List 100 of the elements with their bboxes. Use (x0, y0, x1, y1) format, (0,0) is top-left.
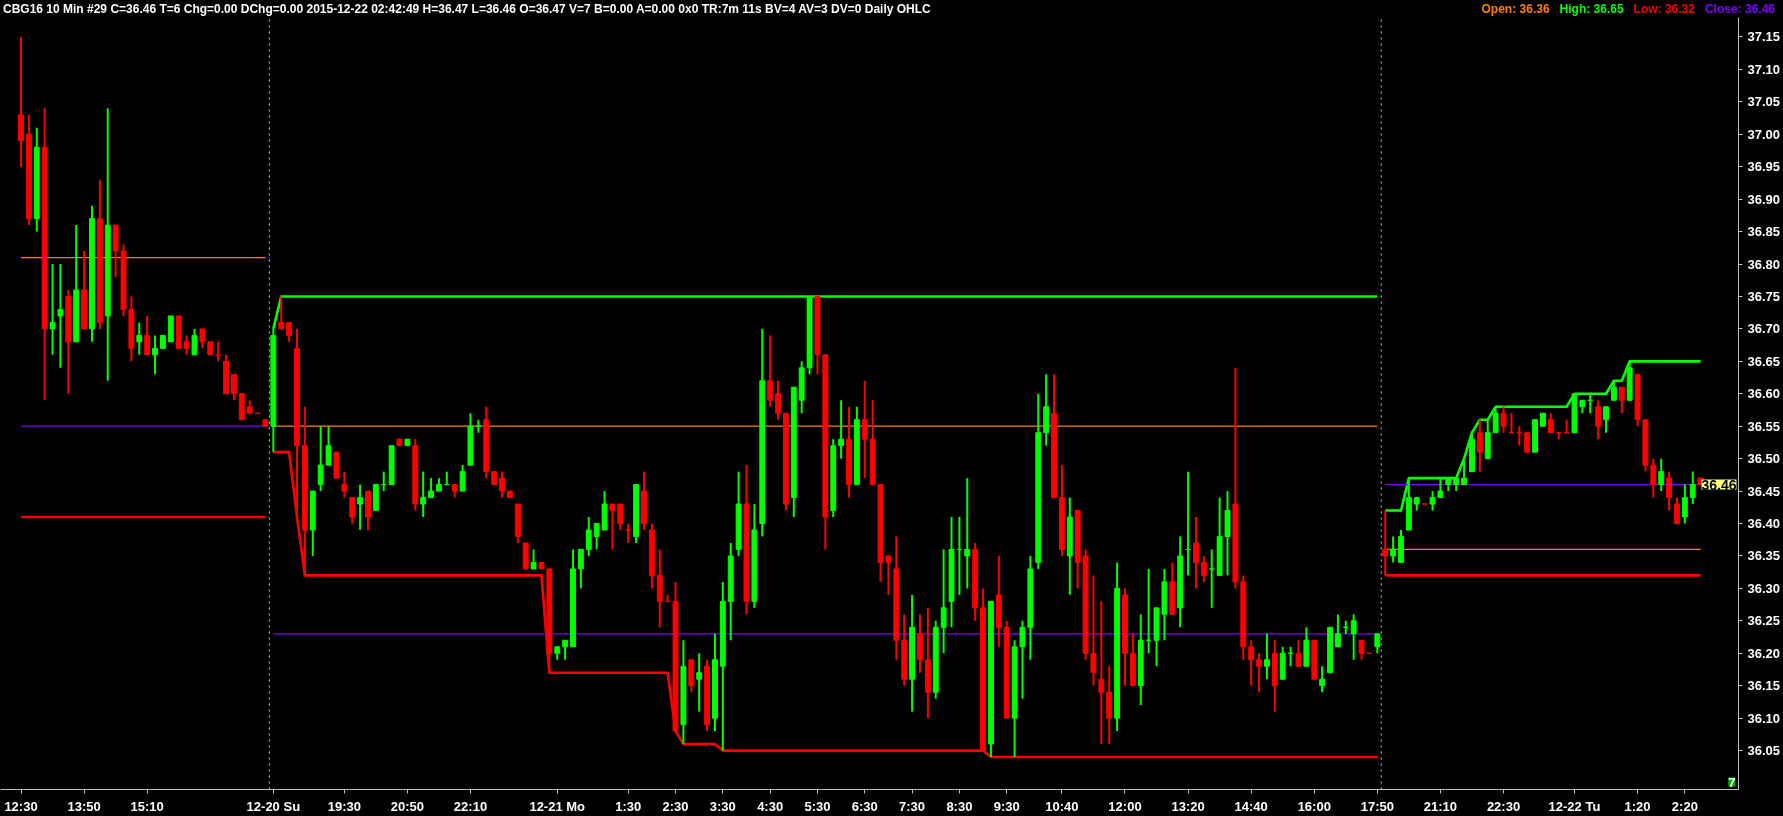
candlestick (428, 477, 434, 499)
y-tick-label: 37.00 (1747, 126, 1781, 142)
candlestick (278, 295, 285, 330)
y-tick-label: 36.85 (1747, 224, 1781, 240)
y-tick-label: 36.15 (1747, 678, 1781, 694)
candlestick (459, 464, 466, 493)
x-tick-label: 10:40 (1045, 798, 1079, 814)
candlestick (152, 334, 158, 376)
y-tick-label: 36.30 (1747, 580, 1781, 596)
x-tick-label: 12-20 Su (246, 798, 301, 814)
candlestick (183, 334, 190, 356)
candlestick (1618, 386, 1625, 415)
candlestick (349, 496, 356, 525)
candlestick (49, 263, 56, 356)
x-tick-label: 22:10 (453, 798, 488, 814)
y-tick-label: 36.70 (1747, 321, 1781, 337)
y-tick-label: 37.05 (1747, 94, 1781, 110)
candlestick (1098, 600, 1105, 746)
x-tick-label: 5:30 (804, 798, 831, 814)
candlestick (1595, 399, 1602, 441)
chart-title: CBG16 10 Min #29 C=36.46 T=6 Chg=0.00 DChg=0.00 2015-12-22 02:42:49 H=36.47 L=36.46 O=36.47 V=7 B=0.00 A=0.00 0x0 TR:7m 11s BV=4 AV=3 DV=0 Daily OHLC (2, 1, 931, 16)
candlestick (1350, 613, 1357, 661)
x-tick-label: 12:30 (4, 798, 38, 814)
x-tick-label: 1:20 (1624, 798, 1651, 814)
candlestick (530, 548, 537, 570)
candlestick (1547, 412, 1554, 434)
candlestick (191, 327, 198, 356)
candlestick (1319, 665, 1326, 694)
candlestick (1681, 483, 1688, 525)
candlestick (625, 522, 632, 544)
candlestick (57, 263, 64, 369)
candlestick (1248, 639, 1255, 687)
annotation: 36.46 (1701, 476, 1737, 493)
x-tick-label: 12-22 Tu (1548, 798, 1601, 814)
text: Close: 36.46 (1704, 1, 1775, 16)
candlestick (1674, 496, 1680, 525)
candlestick (199, 327, 206, 350)
x-tick-label: 2:30 (662, 798, 689, 814)
candlestick (1500, 405, 1507, 434)
candlestick (1358, 639, 1365, 661)
text: High: 36.65 (1559, 1, 1624, 16)
x-tick-label: 2:20 (1671, 798, 1698, 814)
x-tick-label: 17:50 (1360, 798, 1394, 814)
candlestick (964, 477, 971, 590)
y-tick-label: 36.35 (1747, 548, 1781, 564)
y-tick-label: 37.10 (1747, 61, 1781, 77)
text: Open: 36.36 (1481, 1, 1550, 16)
x-tick-label: 21:10 (1423, 798, 1458, 814)
candlestick (1263, 632, 1270, 681)
x-tick-label: 12-21 Mo (529, 798, 586, 814)
x-tick-label: 22:30 (1486, 798, 1521, 814)
text: Low: 36.32 (1633, 1, 1695, 16)
x-tick-label: 14:40 (1234, 798, 1268, 814)
y-tick-label: 36.60 (1747, 386, 1781, 402)
text: 7 (1728, 774, 1736, 790)
candlestick (136, 321, 143, 356)
x-tick-label: 1:30 (615, 798, 642, 814)
candlestick (562, 639, 569, 661)
candlestick (1610, 379, 1617, 402)
candlestick (1658, 457, 1665, 493)
candlestick (1666, 470, 1673, 512)
y-tick-label: 36.45 (1747, 483, 1781, 499)
y-tick-label: 36.40 (1747, 516, 1781, 532)
candlestick (577, 548, 584, 590)
candlestick (1650, 457, 1657, 499)
x-tick-label: 19:30 (327, 798, 361, 814)
candlestick (341, 470, 348, 499)
x-tick-label: 8:30 (946, 798, 973, 814)
x-tick-label: 13:50 (67, 798, 101, 814)
candlestick (325, 425, 332, 467)
y-tick-label: 36.20 (1747, 645, 1781, 661)
x-tick-label: 20:50 (390, 798, 425, 814)
candlestick (357, 483, 364, 531)
candlestick (1524, 431, 1531, 454)
y-tick-label: 36.55 (1747, 418, 1781, 434)
candlestick (1689, 470, 1696, 506)
y-tick-label: 36.90 (1747, 191, 1781, 207)
x-tick-label: 16:00 (1297, 798, 1331, 814)
candlestick (1208, 548, 1215, 609)
candlestick (775, 379, 781, 421)
candlestick (499, 470, 505, 499)
candlestick (1295, 639, 1302, 668)
candlestick (1374, 632, 1381, 655)
candlestick (230, 373, 237, 402)
candlestick (1256, 652, 1262, 694)
candlestick (1200, 554, 1207, 583)
candlestick (1603, 405, 1609, 434)
candlestick (940, 548, 947, 655)
x-tick-label: 13:20 (1171, 798, 1205, 814)
candlestick (585, 516, 592, 557)
candlestick (1390, 535, 1397, 564)
candlestick (767, 334, 774, 408)
candlestick (1334, 613, 1341, 648)
x-tick-label: 7:30 (899, 798, 926, 814)
y-tick-label: 36.80 (1747, 256, 1781, 272)
candlestick (1492, 405, 1499, 434)
candlestick (861, 379, 868, 480)
x-tick-label: 15:10 (130, 798, 164, 814)
y-tick-label: 36.25 (1747, 613, 1781, 629)
candlestick (1461, 457, 1468, 486)
